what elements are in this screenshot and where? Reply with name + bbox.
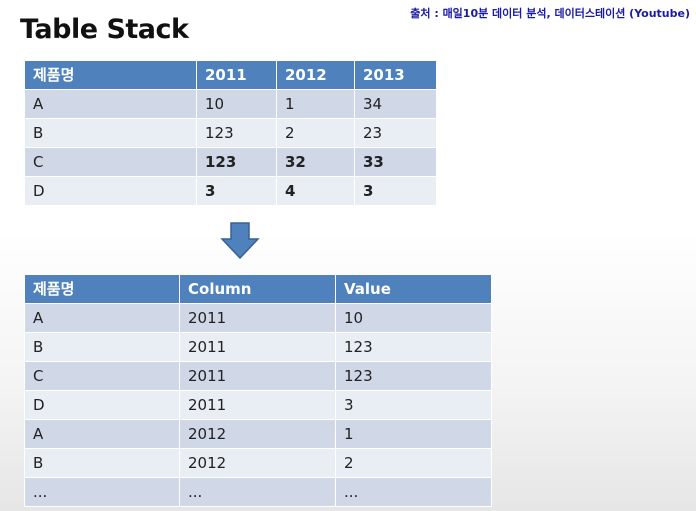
table-row: D 2011 3	[24, 390, 492, 420]
table-row: B 123 2 23	[24, 118, 437, 148]
table-cell: 2011	[179, 332, 336, 362]
table-row: C 123 32 33	[24, 147, 437, 177]
table-cell: ...	[24, 477, 180, 507]
table-cell: A	[24, 419, 180, 449]
table-cell: 23	[354, 118, 437, 148]
table-cell: 123	[335, 361, 492, 391]
wide-header-2013: 2013	[354, 60, 437, 90]
stacked-table-header-row: 제품명 Column Value	[24, 274, 492, 304]
wide-header-product: 제품명	[24, 60, 197, 90]
table-cell: 33	[354, 147, 437, 177]
table-cell: 2	[276, 118, 355, 148]
table-cell: 2011	[179, 303, 336, 333]
table-cell: D	[24, 176, 197, 206]
table-cell: 10	[196, 89, 277, 119]
table-row: A 2012 1	[24, 419, 492, 449]
table-row: B 2011 123	[24, 332, 492, 362]
table-row: A 10 1 34	[24, 89, 437, 119]
table-cell: 10	[335, 303, 492, 333]
table-cell: 4	[276, 176, 355, 206]
table-row: B 2012 2	[24, 448, 492, 478]
table-cell: 2011	[179, 361, 336, 391]
table-cell: 1	[335, 419, 492, 449]
table-cell: A	[24, 303, 180, 333]
table-row: A 2011 10	[24, 303, 492, 333]
stacked-header-column: Column	[179, 274, 336, 304]
table-cell: A	[24, 89, 197, 119]
table-cell: 1	[276, 89, 355, 119]
table-cell: B	[24, 118, 197, 148]
table-cell: 2	[335, 448, 492, 478]
table-cell: 123	[196, 118, 277, 148]
wide-header-2011: 2011	[196, 60, 277, 90]
stacked-header-product: 제품명	[24, 274, 180, 304]
table-cell: 2012	[179, 448, 336, 478]
table-cell: ...	[179, 477, 336, 507]
table-cell: 2012	[179, 419, 336, 449]
source-credit: 출처 : 매일10분 데이터 분석, 데이터스테이션 (Youtube)	[410, 7, 690, 20]
table-cell: D	[24, 390, 180, 420]
wide-table-header-row: 제품명 2011 2012 2013	[24, 60, 437, 90]
table-cell: 3	[196, 176, 277, 206]
table-row: C 2011 123	[24, 361, 492, 391]
table-cell: 3	[335, 390, 492, 420]
stacked-table: 제품명 Column Value A 2011 10 B 2011 123 C 2011 123…	[24, 274, 492, 507]
table-cell: 34	[354, 89, 437, 119]
table-cell: 2011	[179, 390, 336, 420]
table-cell: B	[24, 448, 180, 478]
table-cell: ...	[335, 477, 492, 507]
slide-title: Table Stack	[20, 14, 189, 45]
table-cell: 3	[354, 176, 437, 206]
table-cell: 123	[196, 147, 277, 177]
down-arrow-icon	[220, 222, 260, 260]
table-cell: C	[24, 361, 180, 391]
wide-table: 제품명 2011 2012 2013 A 10 1 34 B 123 2 23 C 123 32 33…	[24, 60, 437, 206]
table-cell: B	[24, 332, 180, 362]
wide-header-2012: 2012	[276, 60, 355, 90]
table-cell: 123	[335, 332, 492, 362]
table-cell: C	[24, 147, 197, 177]
stacked-header-value: Value	[335, 274, 492, 304]
table-cell: 32	[276, 147, 355, 177]
table-row: .........	[24, 477, 492, 507]
